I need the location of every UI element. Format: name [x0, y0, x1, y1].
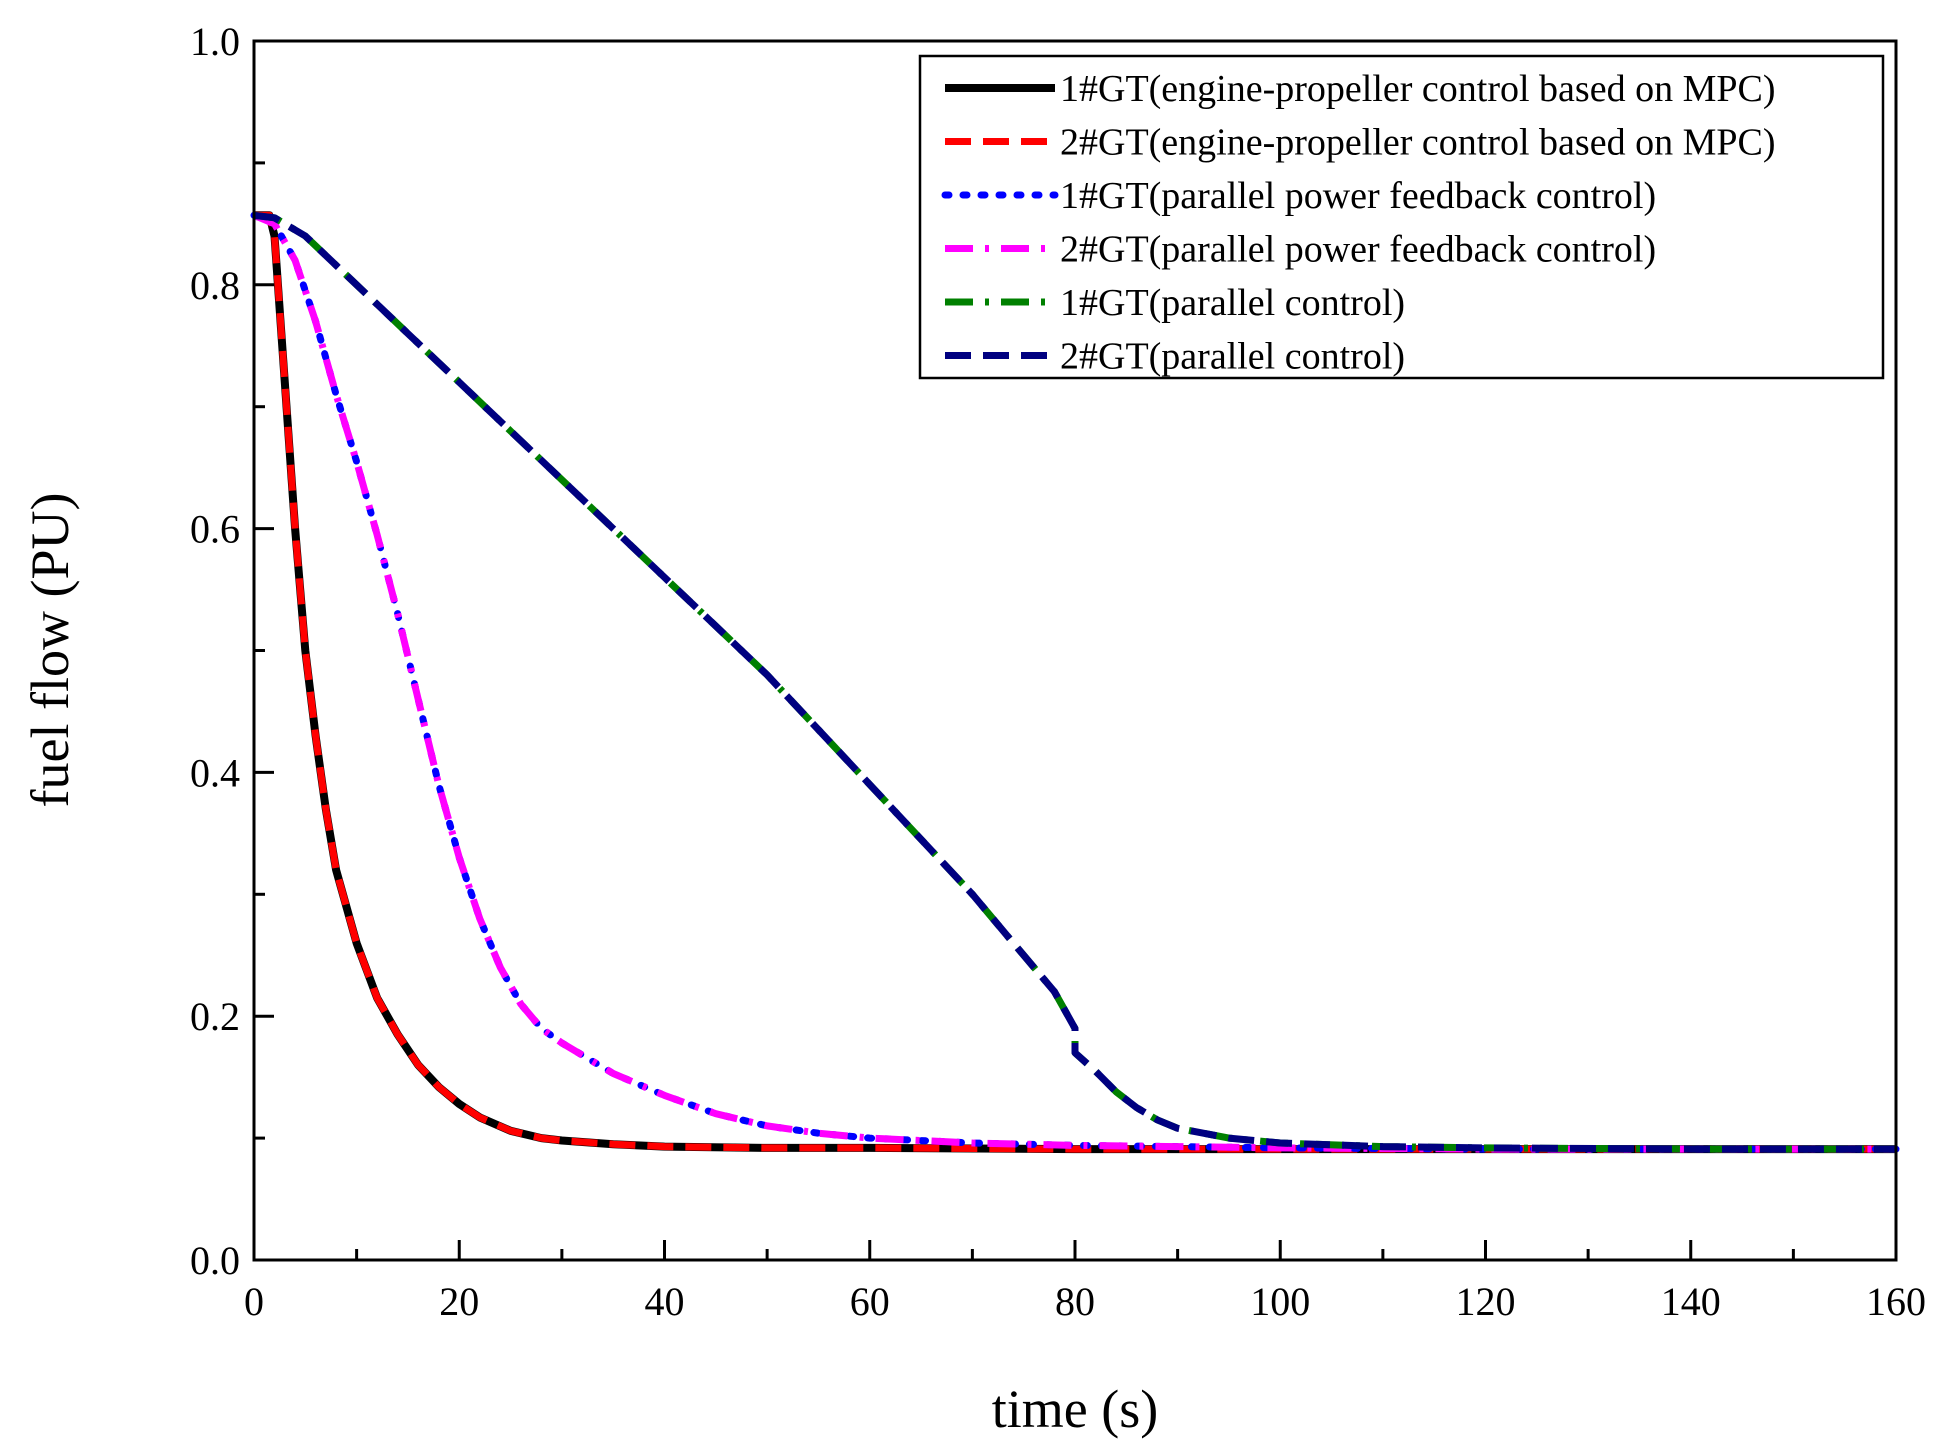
x-tick-label: 80 [1055, 1279, 1095, 1324]
legend-label-1: 1#GT(engine-propeller control based on M… [1060, 68, 1776, 110]
x-tick-label: 20 [439, 1279, 479, 1324]
x-tick-label: 0 [244, 1279, 264, 1324]
series-line-2 [254, 211, 1896, 1153]
legend-box [918, 54, 1885, 380]
x-tick-label: 140 [1661, 1279, 1721, 1324]
legend-label-3: 1#GT(parallel power feedback control) [1060, 175, 1656, 217]
series-layer [250, 211, 1900, 1154]
legend-label-2: 2#GT(engine-propeller control based on M… [1060, 122, 1776, 164]
x-axis: 0 20 40 60 80 100 120 140 160 [244, 1240, 1926, 1324]
y-tick-label: 0.6 [190, 507, 240, 552]
legend-label-4: 2#GT(parallel power feedback control) [1060, 229, 1656, 271]
y-tick-label: 0.4 [190, 750, 240, 795]
series-line-4 [252, 212, 1896, 1153]
y-tick-label: 0.0 [190, 1238, 240, 1283]
legend-label-6: 2#GT(parallel control) [1060, 336, 1405, 378]
x-tick-label: 100 [1250, 1279, 1310, 1324]
y-tick-label: 1.0 [190, 19, 240, 64]
legend-label-5: 1#GT(parallel control) [1060, 282, 1405, 324]
x-axis-title: time (s) [992, 1379, 1158, 1439]
series-line-6 [253, 211, 1896, 1153]
y-tick-label: 0.8 [190, 263, 240, 308]
x-tick-label: 60 [850, 1279, 890, 1324]
y-axis: 0.0 0.2 0.4 0.6 0.8 1.0 [190, 19, 274, 1283]
y-axis-title: fuel flow (PU) [20, 493, 80, 808]
x-tick-label: 120 [1456, 1279, 1516, 1324]
x-tick-label: 40 [645, 1279, 685, 1324]
legend: 1#GT(engine-propeller control based on M… [918, 54, 1885, 380]
x-tick-label: 160 [1866, 1279, 1926, 1324]
y-tick-label: 0.2 [190, 994, 240, 1039]
